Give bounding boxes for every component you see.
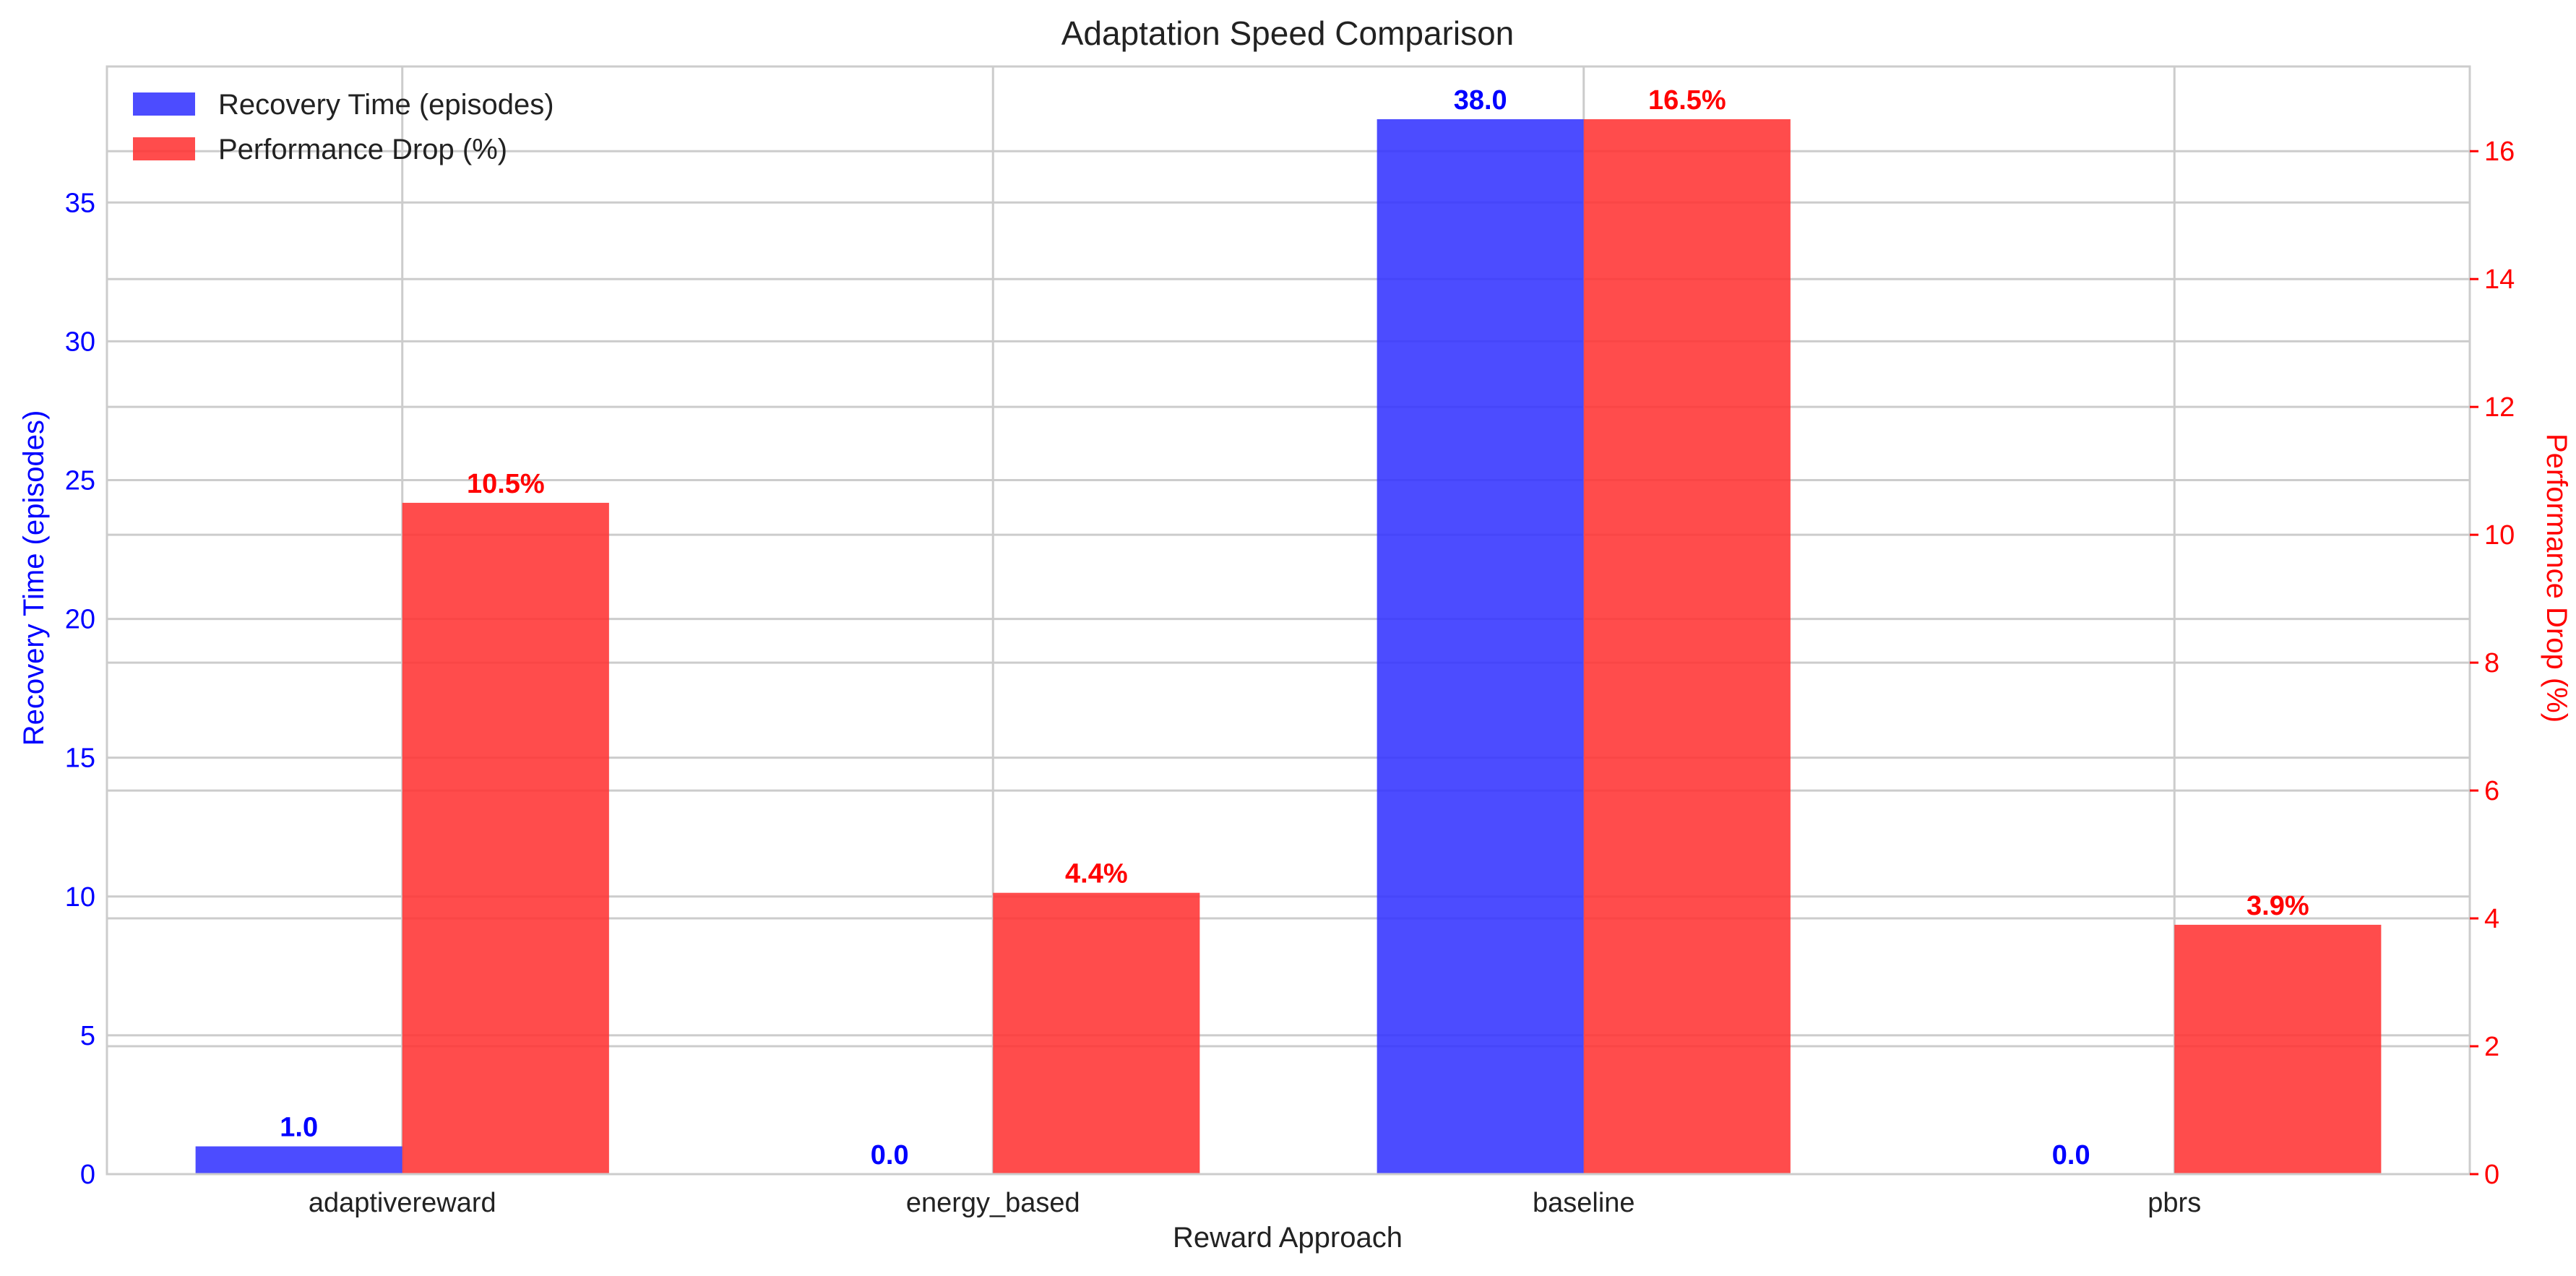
- x-axis-label: Reward Approach: [1173, 1222, 1403, 1254]
- x-axis-ticks: adaptivereward energy_based baseline pbrs: [309, 1188, 2201, 1218]
- left-y-tick-label: 10: [65, 882, 95, 913]
- bar: [195, 1146, 402, 1174]
- right-y-tick-label: 14: [2484, 264, 2515, 295]
- bar-value-label: 1.0: [280, 1113, 318, 1143]
- data-labels: 1.0 0.0 38.0 0.0 10.5% 4.4% 16.5% 3.9%: [280, 85, 2309, 1171]
- left-y-tick-label: 35: [65, 188, 95, 218]
- bars: [195, 119, 2382, 1174]
- x-tick-label: pbrs: [2148, 1188, 2201, 1218]
- right-y-tick-label: 8: [2484, 648, 2499, 678]
- right-y-tick-label: 0: [2484, 1160, 2499, 1190]
- bar: [1377, 119, 1584, 1174]
- x-tick-label: adaptivereward: [309, 1188, 496, 1218]
- legend-swatch-performance-drop: [133, 137, 195, 160]
- right-y-tick-label: 12: [2484, 392, 2515, 423]
- right-axis-ticks: 0 2 4 6 8 10 12 14 16: [2470, 137, 2515, 1190]
- right-y-tick-label: 16: [2484, 137, 2515, 167]
- x-tick-label: energy_based: [906, 1188, 1080, 1218]
- bar-value-label: 10.5%: [467, 469, 545, 499]
- bar-value-label: 0.0: [2052, 1140, 2090, 1171]
- left-y-tick-label: 0: [80, 1160, 95, 1190]
- right-y-tick-label: 6: [2484, 776, 2499, 806]
- left-axis-label: Recovery Time (episodes): [18, 410, 50, 746]
- bar: [993, 892, 1200, 1174]
- legend-label-recovery-time: Recovery Time (episodes): [218, 89, 554, 121]
- bar-value-label: 38.0: [1454, 85, 1507, 116]
- right-axis-label: Performance Drop (%): [2541, 434, 2572, 723]
- bar-value-label: 4.4%: [1065, 859, 1128, 889]
- left-y-tick-label: 30: [65, 327, 95, 357]
- bar-value-label: 16.5%: [1648, 85, 1726, 116]
- x-tick-label: baseline: [1533, 1188, 1635, 1218]
- plot-frame: [105, 65, 2471, 1176]
- chart-title: Adaptation Speed Comparison: [1061, 14, 1515, 52]
- right-y-tick-label: 4: [2484, 904, 2499, 934]
- bar-value-label: 3.9%: [2247, 891, 2309, 921]
- left-y-tick-label: 15: [65, 743, 95, 774]
- left-y-tick-label: 5: [80, 1021, 95, 1051]
- legend-label-performance-drop: Performance Drop (%): [218, 134, 507, 165]
- bar: [2174, 924, 2382, 1174]
- right-y-tick-label: 10: [2484, 520, 2515, 551]
- left-y-tick-label: 25: [65, 465, 95, 496]
- bar: [402, 502, 609, 1174]
- left-axis-ticks: 0 5 10 15 20 25 30 35: [65, 188, 95, 1190]
- left-y-tick-label: 20: [65, 605, 95, 635]
- legend: Recovery Time (episodes) Performance Dro…: [133, 89, 554, 165]
- right-y-tick-label: 2: [2484, 1032, 2499, 1062]
- bar: [1583, 119, 1791, 1174]
- bar-value-label: 0.0: [871, 1140, 909, 1171]
- legend-swatch-recovery-time: [133, 92, 195, 116]
